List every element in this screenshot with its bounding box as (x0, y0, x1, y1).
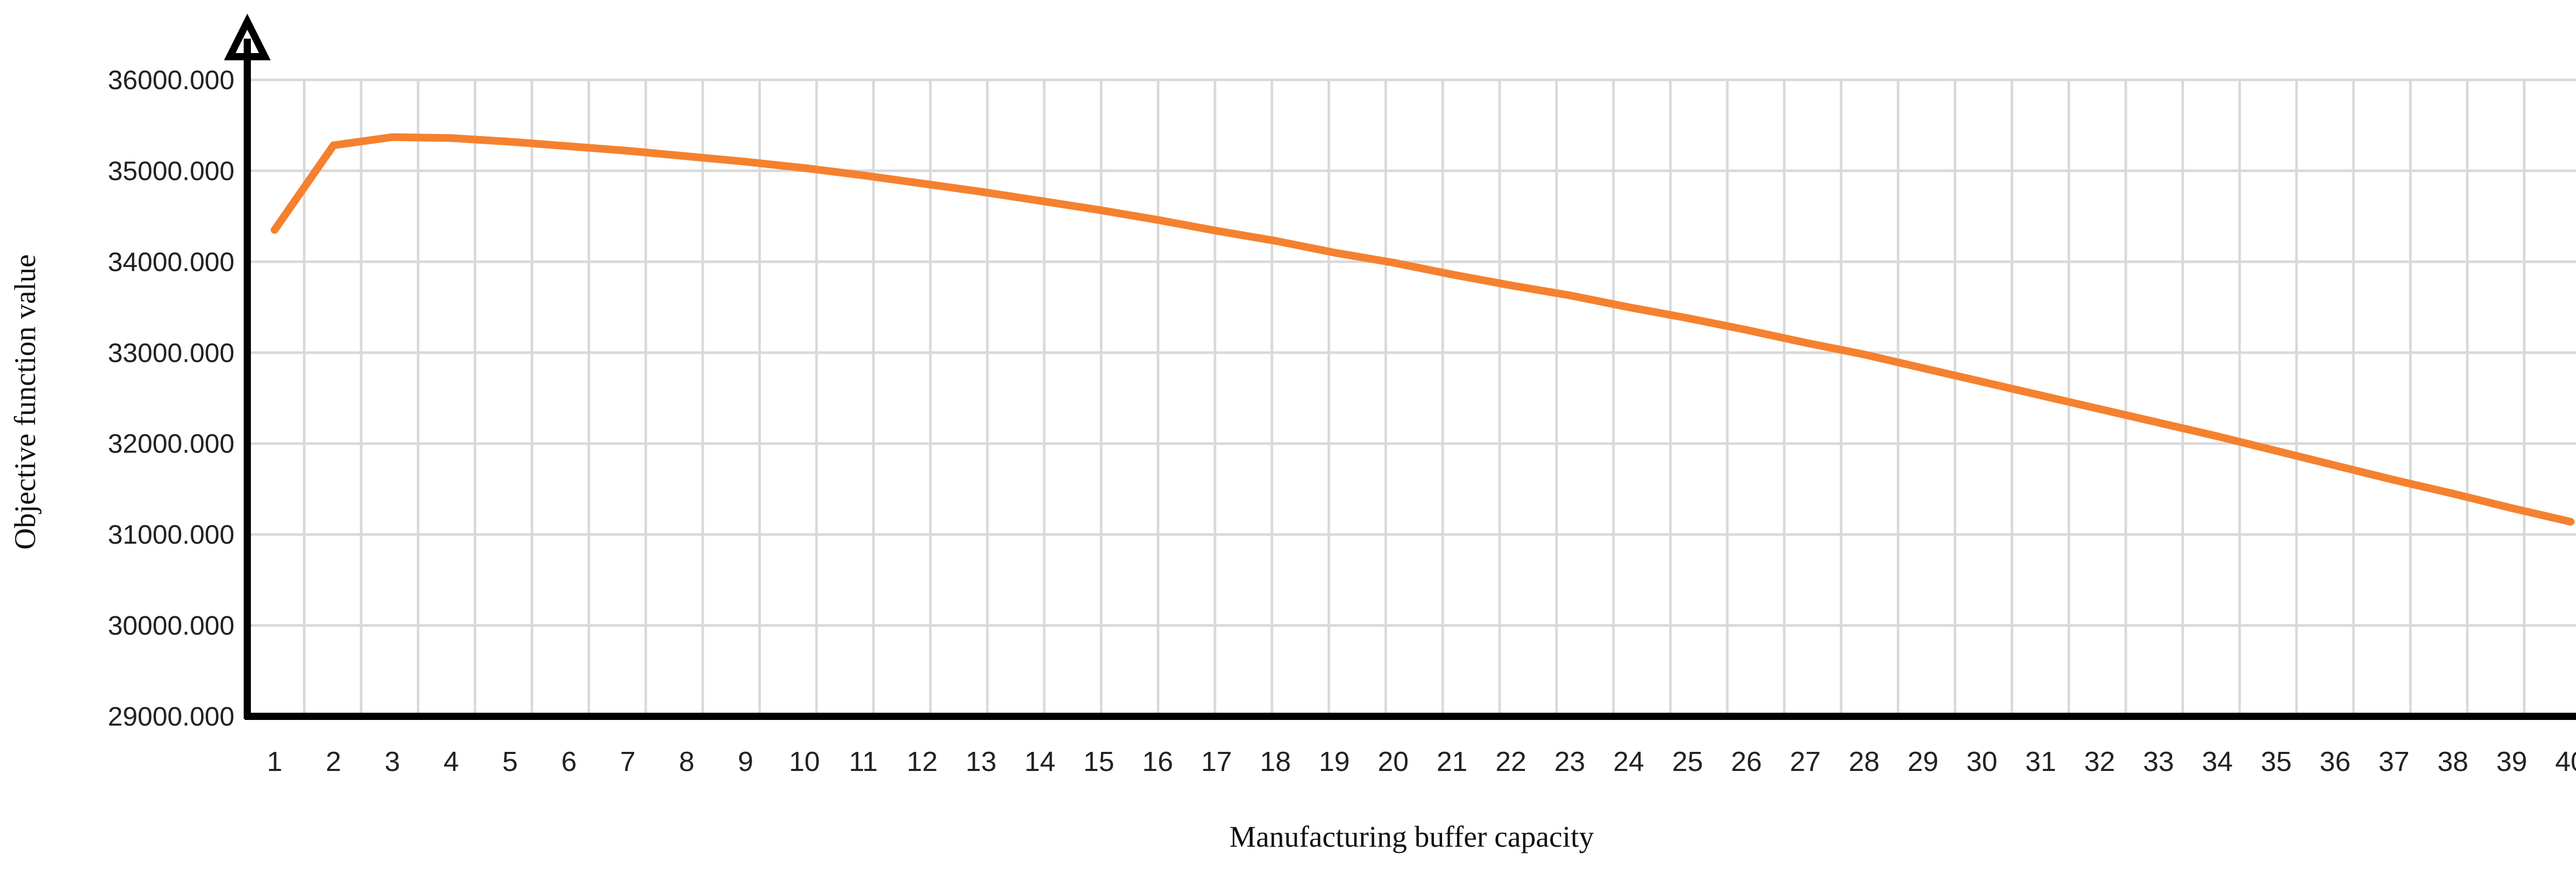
data-point (1860, 350, 1868, 359)
x-tick-label: 28 (1849, 746, 1879, 777)
data-point (2390, 476, 2398, 484)
x-tick-label: 5 (502, 746, 518, 777)
data-point (800, 164, 808, 172)
x-tick-label: 7 (620, 746, 636, 777)
x-tick-label: 32 (2084, 746, 2115, 777)
x-tick-label: 39 (2496, 746, 2527, 777)
y-tick-label: 35000.000 (108, 156, 234, 186)
y-tick-label: 36000.000 (108, 65, 234, 95)
x-tick-label: 36 (2319, 746, 2350, 777)
data-point (1036, 197, 1044, 205)
x-tick-label: 24 (1613, 746, 1644, 777)
y-tick-label: 31000.000 (108, 520, 234, 550)
x-tick-label: 22 (1496, 746, 1527, 777)
data-point (1978, 378, 1986, 386)
x-tick-label: 3 (385, 746, 400, 777)
data-point (1801, 339, 1809, 347)
data-point (1566, 291, 1574, 299)
data-point (2507, 504, 2516, 512)
data-point (1742, 326, 1751, 334)
data-point (1507, 281, 1515, 290)
axes (224, 13, 2576, 720)
data-point (447, 134, 455, 142)
data-point (2037, 391, 2045, 399)
data-point (388, 133, 397, 141)
data-point (2331, 461, 2339, 469)
x-tick-label: 21 (1436, 746, 1467, 777)
y-axis-arrow-icon (224, 13, 271, 60)
data-point (2155, 418, 2163, 427)
data-point (270, 226, 279, 234)
x-tick-labels: 1 2 3 4 5 6 7 8 9 10 11 12 13 14 15 16 17 18 19 20 21 22 23 24 2… (267, 746, 2576, 777)
grid-lines (247, 78, 2576, 716)
x-tick-label: 38 (2437, 746, 2468, 777)
x-tick-label: 15 (1083, 746, 1114, 777)
x-tick-label: 25 (1672, 746, 1703, 777)
data-series (270, 133, 2575, 526)
x-tick-label: 34 (2202, 746, 2233, 777)
y-tick-label: 33000.000 (108, 338, 234, 368)
x-tick-label: 37 (2379, 746, 2410, 777)
x-tick-label: 17 (1201, 746, 1232, 777)
x-tick-label: 4 (444, 746, 459, 777)
x-tick-label: 8 (679, 746, 694, 777)
data-point (1448, 271, 1456, 279)
x-tick-label: 10 (789, 746, 820, 777)
data-point (977, 188, 985, 196)
x-tick-label: 14 (1024, 746, 1055, 777)
data-point (624, 147, 632, 155)
data-point (1272, 237, 1280, 245)
x-tick-label: 40 (2555, 746, 2576, 777)
x-tick-label: 20 (1378, 746, 1409, 777)
data-point (2213, 432, 2222, 441)
data-point (1212, 227, 1221, 235)
x-tick-label: 13 (965, 746, 996, 777)
data-point (2567, 517, 2575, 526)
y-tick-label: 30000.000 (108, 611, 234, 641)
y-axis-title: Objective function value (8, 254, 42, 549)
data-point (741, 158, 750, 166)
x-tick-label: 29 (1908, 746, 1939, 777)
data-point (1389, 259, 1397, 267)
x-tick-label: 12 (907, 746, 938, 777)
x-axis-title: Manufacturing buffer capacity (1229, 820, 1594, 853)
y-tick-label: 34000.000 (108, 247, 234, 277)
x-tick-label: 9 (738, 746, 753, 777)
data-point (1683, 314, 1691, 322)
data-point (1154, 216, 1162, 224)
data-point (329, 141, 337, 149)
data-point (683, 152, 691, 160)
data-point (1095, 206, 1103, 214)
x-tick-label: 11 (849, 746, 878, 777)
data-point (859, 171, 868, 179)
x-tick-label: 27 (1790, 746, 1821, 777)
data-point (1330, 248, 1338, 257)
x-tick-label: 23 (1554, 746, 1585, 777)
series-line (270, 133, 2574, 526)
data-point (1624, 303, 1633, 311)
data-point (2449, 490, 2457, 498)
y-tick-label: 29000.000 (108, 702, 234, 732)
y-tick-labels: 29000.000 30000.000 31000.000 32000.000 3300… (108, 65, 234, 732)
x-tick-label: 1 (267, 746, 282, 777)
x-tick-label: 2 (326, 746, 341, 777)
x-tick-label: 26 (1731, 746, 1762, 777)
data-point (506, 138, 514, 146)
x-tick-label: 33 (2143, 746, 2174, 777)
data-point (2272, 447, 2280, 455)
data-point (918, 179, 926, 188)
data-point (1919, 364, 1927, 372)
x-tick-label: 16 (1142, 746, 1173, 777)
x-tick-label: 18 (1260, 746, 1291, 777)
x-tick-label: 19 (1319, 746, 1350, 777)
x-tick-label: 31 (2025, 746, 2056, 777)
x-tick-label: 6 (561, 746, 577, 777)
x-tick-label: 30 (1967, 746, 1997, 777)
data-point (565, 142, 573, 150)
y-tick-label: 32000.000 (108, 429, 234, 459)
x-tick-label: 35 (2261, 746, 2292, 777)
data-point (2095, 405, 2104, 413)
